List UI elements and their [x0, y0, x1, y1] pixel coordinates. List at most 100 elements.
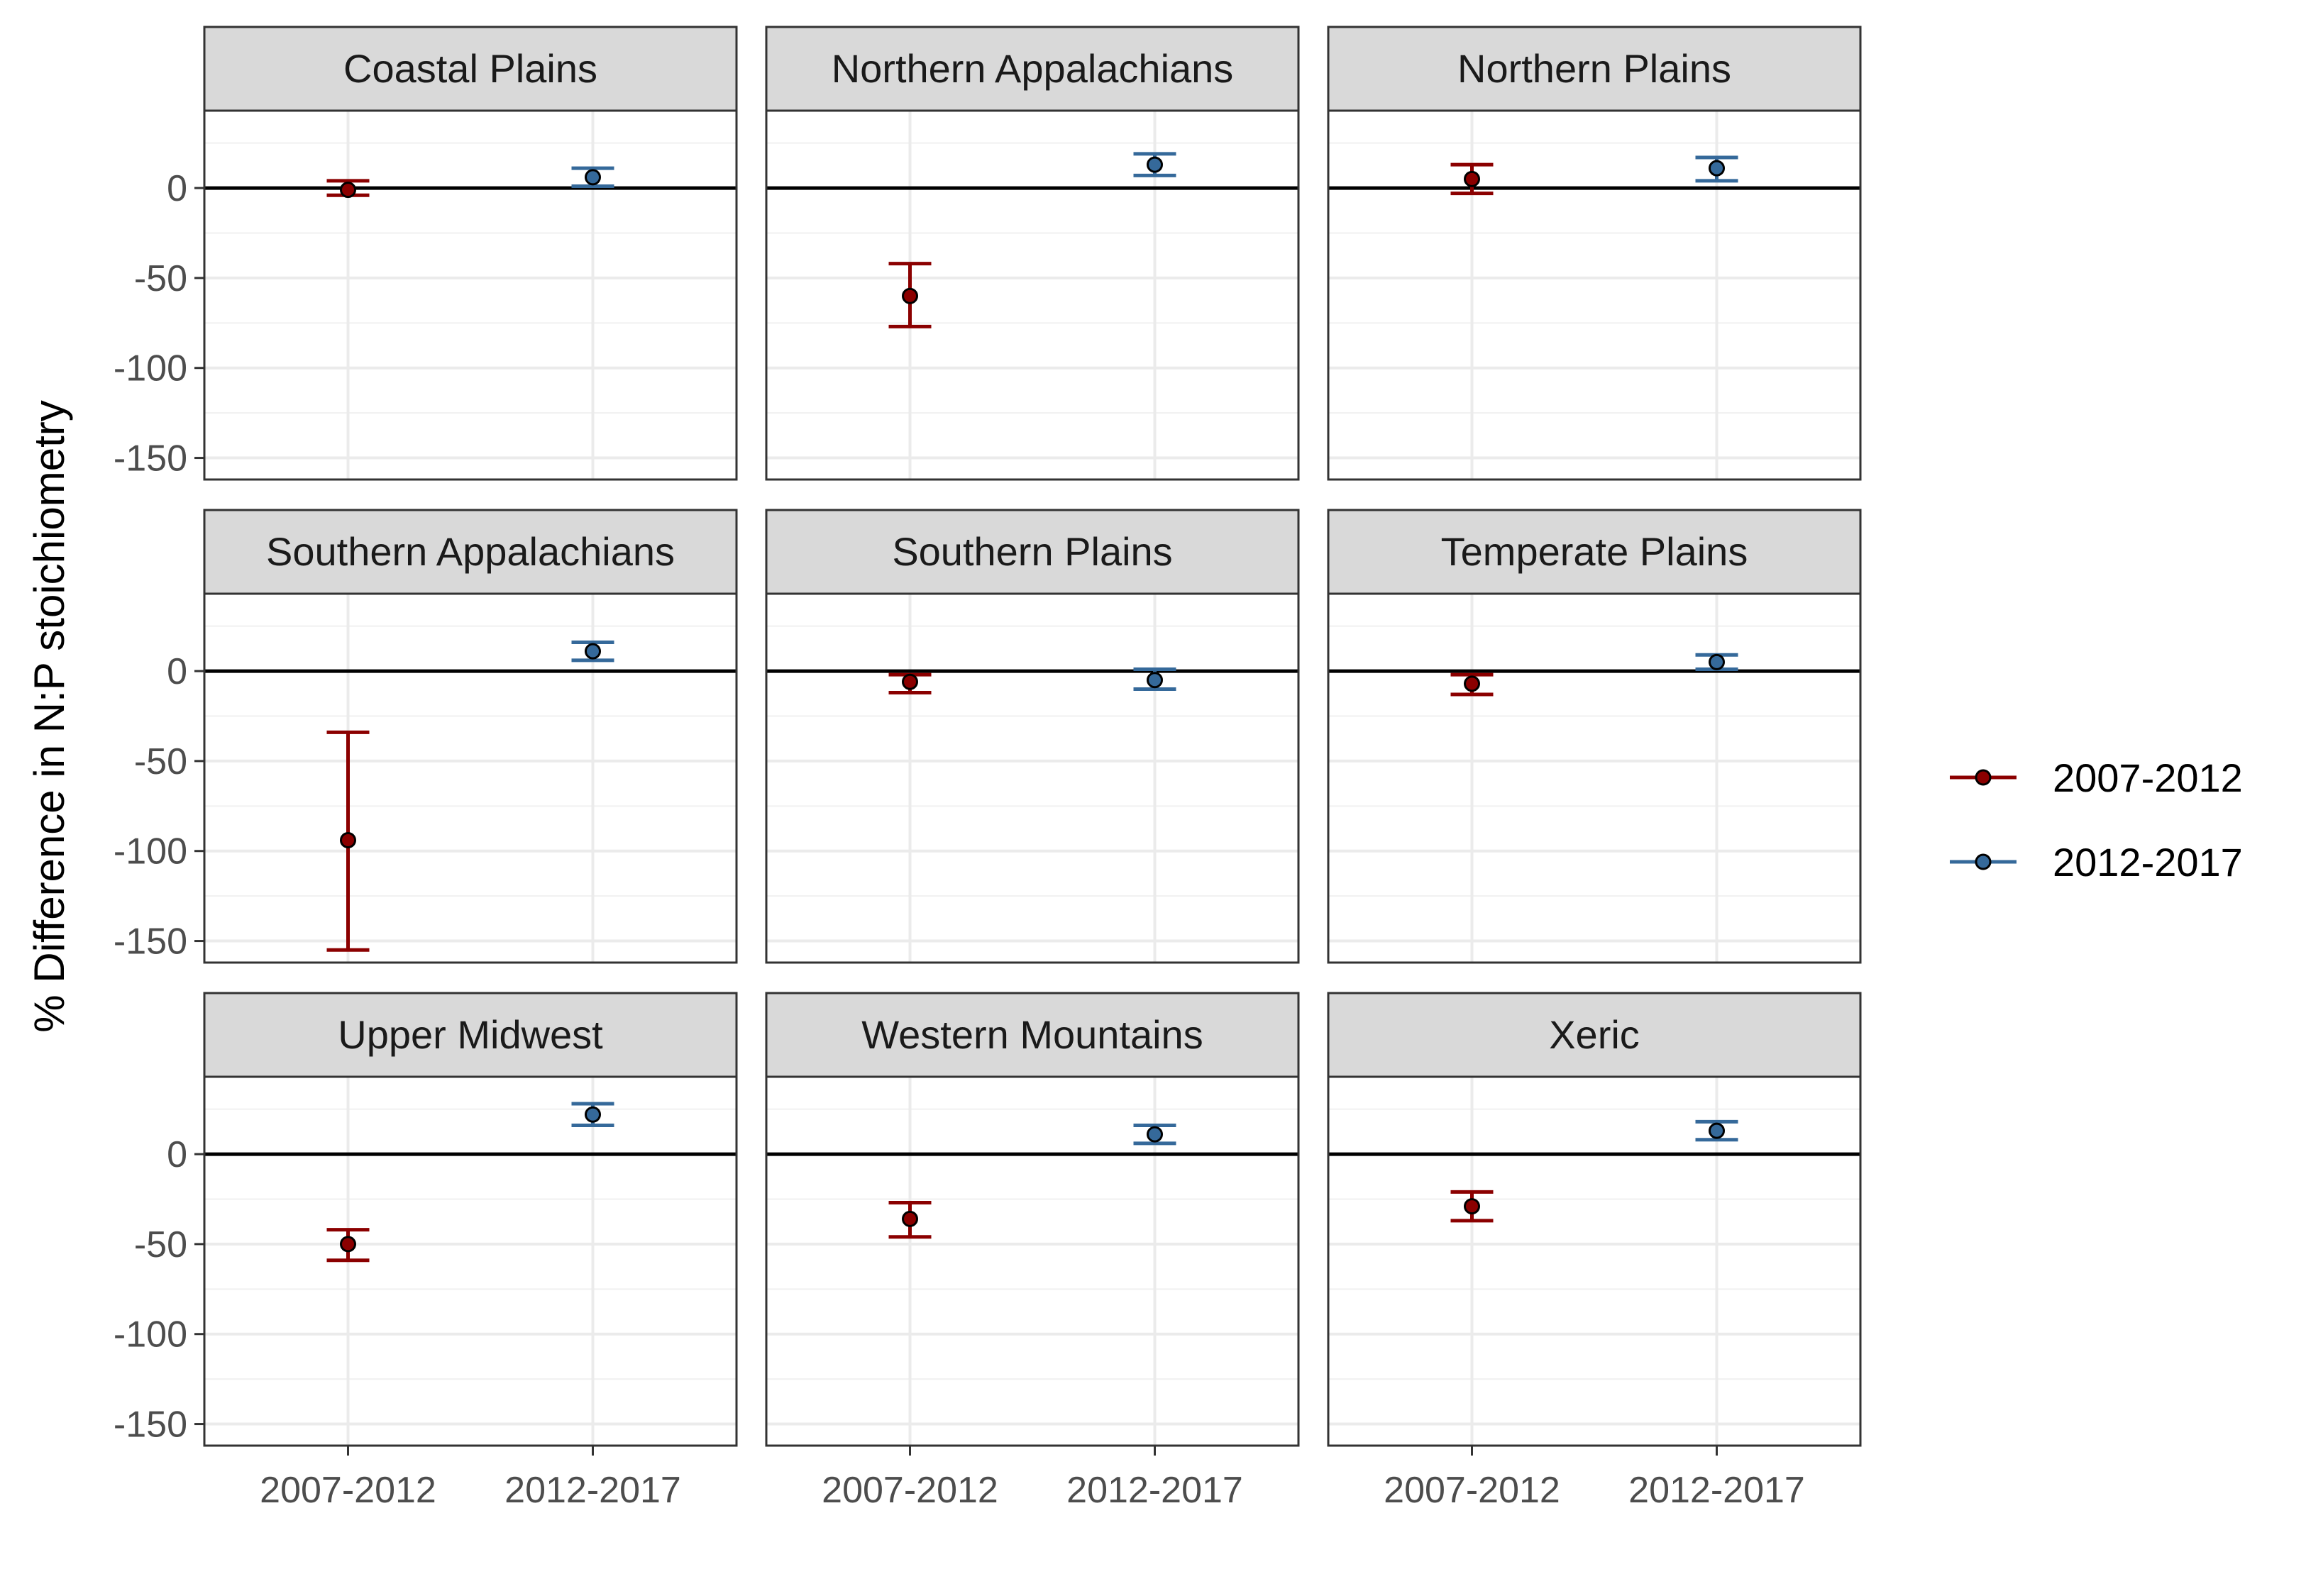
plot-background	[204, 1077, 737, 1446]
panel-xeric: Xeric 2007-2012 2012-2017	[1327, 992, 1862, 1511]
errorbar-2012-2017	[1133, 667, 1176, 691]
strip-northern-plains	[1327, 26, 1862, 112]
x-tick-label: 2012-2017	[504, 1470, 681, 1511]
x-tick-label: 2012-2017	[1066, 1470, 1243, 1511]
data-point-2012-2017	[1709, 160, 1725, 177]
strip-coastal-plains	[203, 26, 738, 112]
y-tick-label: 0	[167, 1134, 187, 1175]
panel-border	[203, 1075, 738, 1447]
strip-title: Western Mountains	[861, 1012, 1203, 1057]
data-point-2012-2017	[1709, 1122, 1725, 1139]
panel-temperate-plains: Temperate Plains	[1327, 509, 1862, 964]
legend: 2007-2012 2012-2017	[1950, 755, 2243, 885]
legend-key-point	[1975, 853, 1992, 870]
errorbar-2007-2012	[888, 672, 932, 695]
strip-northern-appalachians	[765, 26, 1300, 112]
plot-background	[766, 594, 1298, 963]
plot-background	[766, 111, 1298, 480]
strip-title: Temperate Plains	[1441, 529, 1748, 574]
y-tick-label: -100	[114, 348, 187, 389]
errorbar-2007-2012	[326, 1228, 370, 1263]
panel-border	[203, 592, 738, 964]
errorbar-2012-2017	[1695, 1119, 1738, 1142]
y-tick-label: -50	[134, 258, 187, 299]
data-point-2007-2012	[340, 182, 356, 199]
errorbar-2012-2017	[1695, 653, 1738, 672]
panel-border	[1327, 109, 1862, 481]
y-tick-label: -150	[114, 1404, 187, 1446]
errorbar-2007-2012	[888, 1201, 932, 1239]
y-tick-label: -50	[134, 1224, 187, 1265]
y-axis-title-group: % Difference in N:P stoichiometry	[26, 400, 73, 1032]
y-tick-label: -50	[134, 741, 187, 782]
plot-background	[204, 594, 737, 963]
y-tick-label: -150	[114, 438, 187, 480]
data-point-2012-2017	[585, 169, 601, 186]
errorbar-2012-2017	[1133, 152, 1176, 177]
strip-upper-midwest	[203, 992, 738, 1078]
data-point-2012-2017	[585, 643, 601, 660]
errorbar-2012-2017	[571, 166, 614, 189]
strip-title: Northern Appalachians	[832, 46, 1234, 91]
panel-border	[765, 1075, 1300, 1447]
errorbar-2007-2012	[1450, 162, 1494, 196]
data-point-2007-2012	[1464, 1198, 1480, 1215]
data-point-2007-2012	[902, 673, 918, 690]
errorbar-2012-2017	[1133, 1123, 1176, 1146]
x-tick-label: 2007-2012	[260, 1470, 436, 1511]
panel-northern-plains: Northern Plains	[1327, 26, 1862, 481]
legend-key-point	[1975, 769, 1992, 786]
errorbar-2012-2017	[571, 640, 614, 663]
plot-background	[1328, 111, 1860, 480]
panel-northern-appalachians: Northern Appalachians	[765, 26, 1300, 481]
errorbar-2012-2017	[571, 1102, 614, 1127]
strip-title: Xeric	[1549, 1012, 1640, 1057]
errorbar-2012-2017	[1695, 155, 1738, 183]
strip-southern-plains	[765, 509, 1300, 595]
panel-western-mountains: Western Mountains 2007-2012 2012-2017	[765, 992, 1300, 1511]
data-point-2007-2012	[340, 832, 356, 849]
data-point-2007-2012	[902, 1210, 918, 1227]
legend-label: 2007-2012	[2053, 755, 2243, 800]
errorbar-2007-2012	[888, 262, 932, 328]
errorbar-2007-2012	[326, 730, 370, 952]
panel-border	[765, 109, 1300, 481]
panel-coastal-plains: Coastal Plains 0 -50 -100 -150	[114, 26, 738, 481]
data-point-2012-2017	[1147, 1126, 1163, 1143]
strip-title: Coastal Plains	[343, 46, 597, 91]
data-point-2012-2017	[1147, 156, 1163, 173]
data-point-2012-2017	[1709, 653, 1725, 670]
legend-item-2012-2017: 2012-2017	[1950, 840, 2243, 885]
errorbar-2007-2012	[326, 179, 370, 199]
y-tick-label: -100	[114, 831, 187, 872]
data-point-2007-2012	[1464, 170, 1480, 187]
panel-border	[1327, 1075, 1862, 1447]
strip-western-mountains	[765, 992, 1300, 1078]
y-tick-label: -150	[114, 921, 187, 963]
panel-upper-midwest: Upper Midwest 0 -50 -100 -150 2007-2012 2012-2…	[114, 992, 738, 1511]
data-point-2007-2012	[1464, 675, 1480, 692]
plot-background	[1328, 594, 1860, 963]
x-tick-label: 2012-2017	[1628, 1470, 1805, 1511]
panel-border	[203, 109, 738, 481]
x-tick-label: 2007-2012	[822, 1470, 998, 1511]
strip-southern-appalachians	[203, 509, 738, 595]
panel-border	[765, 592, 1300, 964]
strip-xeric	[1327, 992, 1862, 1078]
errorbar-2007-2012	[1450, 1190, 1494, 1223]
plot-background	[204, 111, 737, 480]
data-point-2012-2017	[1147, 672, 1163, 689]
strip-title: Southern Plains	[892, 529, 1172, 574]
panel-southern-appalachians: Southern Appalachians 0 -50 -100 -150	[114, 509, 738, 964]
strip-title: Southern Appalachians	[266, 529, 675, 574]
panel-border	[1327, 592, 1862, 964]
legend-item-2007-2012: 2007-2012	[1950, 755, 2243, 800]
strip-title: Northern Plains	[1457, 46, 1731, 91]
panel-southern-plains: Southern Plains	[765, 509, 1300, 964]
strip-title: Upper Midwest	[338, 1012, 603, 1057]
plot-background	[1328, 1077, 1860, 1446]
y-tick-label: -100	[114, 1314, 187, 1356]
data-point-2007-2012	[340, 1236, 356, 1253]
plot-background	[766, 1077, 1298, 1446]
